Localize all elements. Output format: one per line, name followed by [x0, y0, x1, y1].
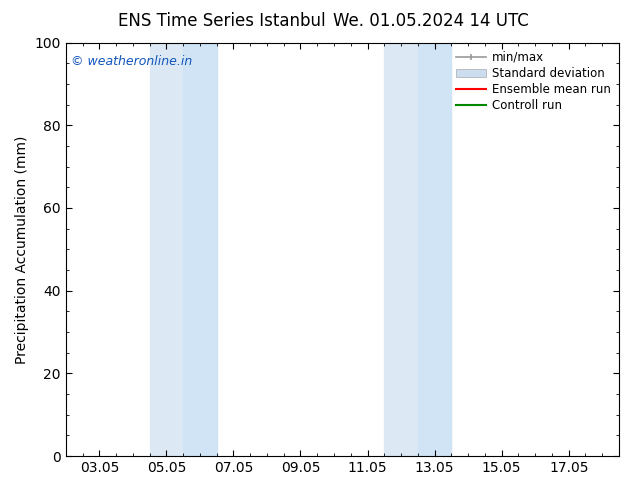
Bar — [150, 43, 183, 456]
Text: © weatheronline.in: © weatheronline.in — [71, 55, 193, 68]
Legend: min/max, Standard deviation, Ensemble mean run, Controll run: min/max, Standard deviation, Ensemble me… — [451, 46, 616, 117]
Text: We. 01.05.2024 14 UTC: We. 01.05.2024 14 UTC — [333, 12, 529, 30]
Bar — [418, 43, 451, 456]
Text: ENS Time Series Istanbul: ENS Time Series Istanbul — [118, 12, 326, 30]
Bar — [183, 43, 217, 456]
Y-axis label: Precipitation Accumulation (mm): Precipitation Accumulation (mm) — [15, 135, 29, 364]
Bar — [384, 43, 418, 456]
